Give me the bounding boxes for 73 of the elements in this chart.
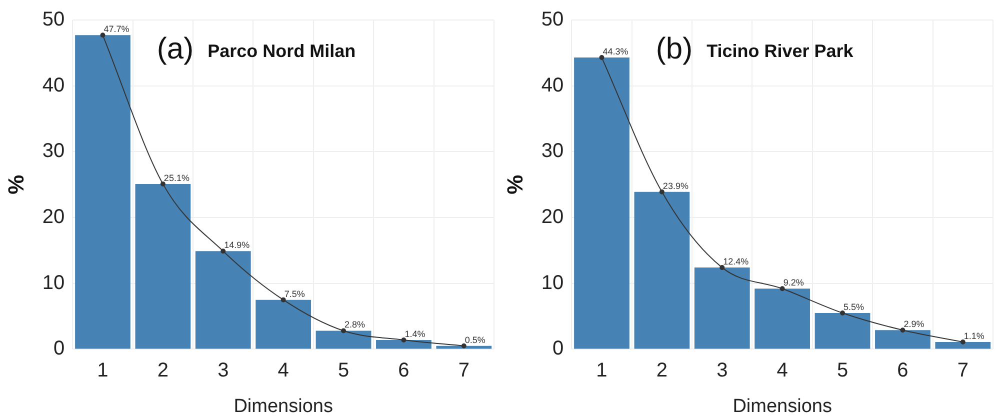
bar [634, 192, 690, 349]
point [461, 343, 466, 348]
data-label: 7.5% [284, 288, 305, 299]
point [220, 248, 226, 254]
y-tick-label: 40 [541, 74, 564, 96]
point [840, 310, 846, 316]
bar [875, 330, 930, 349]
x-tick-label: 1 [596, 360, 608, 382]
data-label: 44.3% [602, 46, 628, 57]
bar [195, 251, 251, 349]
bar [754, 288, 810, 349]
x-tick-label: 3 [218, 360, 229, 382]
x-axis-title: Dimensions [234, 396, 333, 417]
x-axis-title: Dimensions [732, 396, 832, 417]
y-tick-label: 20 [42, 206, 65, 228]
data-label: 0.5% [464, 334, 486, 345]
data-label: 1.1% [964, 330, 984, 341]
y-axis-title: % [3, 174, 28, 194]
bar [75, 35, 130, 349]
point [900, 328, 906, 333]
bar [376, 340, 432, 349]
x-tick-label: 2 [656, 360, 668, 382]
x-tick-label: 1 [97, 360, 108, 382]
data-label: 25.1% [164, 172, 190, 183]
bar [256, 300, 312, 349]
data-label: 9.2% [783, 278, 804, 288]
point [100, 32, 106, 38]
data-label: 47.7% [104, 24, 130, 34]
y-tick-label: 40 [42, 74, 65, 96]
y-tick-label: 20 [541, 206, 564, 228]
point [341, 328, 346, 334]
y-tick-label: 10 [541, 272, 564, 294]
x-tick-label: 5 [338, 360, 350, 382]
x-tick-label: 7 [458, 360, 470, 382]
x-tick-label: 6 [897, 360, 908, 382]
x-tick-label: 6 [398, 360, 410, 382]
x-tick-label: 3 [716, 360, 728, 382]
point [160, 181, 166, 186]
bar [694, 268, 750, 349]
data-label: 23.9% [662, 180, 688, 191]
x-tick-label: 2 [157, 360, 168, 382]
bar [135, 184, 191, 349]
data-label: 2.9% [904, 319, 924, 330]
y-tick-label: 30 [42, 140, 65, 162]
data-label: 1.4% [404, 328, 426, 339]
x-tick-label: 7 [957, 360, 968, 382]
y-tick-label: 10 [42, 272, 65, 294]
bar [574, 58, 630, 349]
point [401, 337, 406, 342]
point [720, 265, 725, 270]
bar [935, 342, 991, 349]
y-tick-label: 0 [552, 338, 564, 360]
y-tick-label: 50 [42, 8, 65, 31]
bar [814, 312, 870, 349]
data-label: 12.4% [723, 256, 749, 267]
point [599, 55, 604, 60]
point [659, 189, 664, 194]
point [960, 339, 966, 344]
x-tick-label: 4 [776, 360, 788, 382]
chart-title: (a) Parco Nord Milan [156, 32, 356, 66]
chart-title: (b) Ticino River Park [656, 32, 854, 66]
point [780, 286, 785, 292]
data-label: 14.9% [224, 240, 250, 250]
x-tick-label: 4 [278, 360, 289, 382]
data-label: 5.5% [844, 302, 864, 312]
y-tick-label: 50 [541, 8, 564, 31]
x-tick-label: 5 [836, 360, 848, 382]
y-tick-label: 0 [54, 338, 65, 360]
data-label: 2.8% [344, 320, 366, 330]
y-axis-title: % [502, 174, 528, 194]
bar [316, 330, 372, 349]
point [280, 297, 286, 302]
y-tick-label: 30 [541, 140, 564, 162]
